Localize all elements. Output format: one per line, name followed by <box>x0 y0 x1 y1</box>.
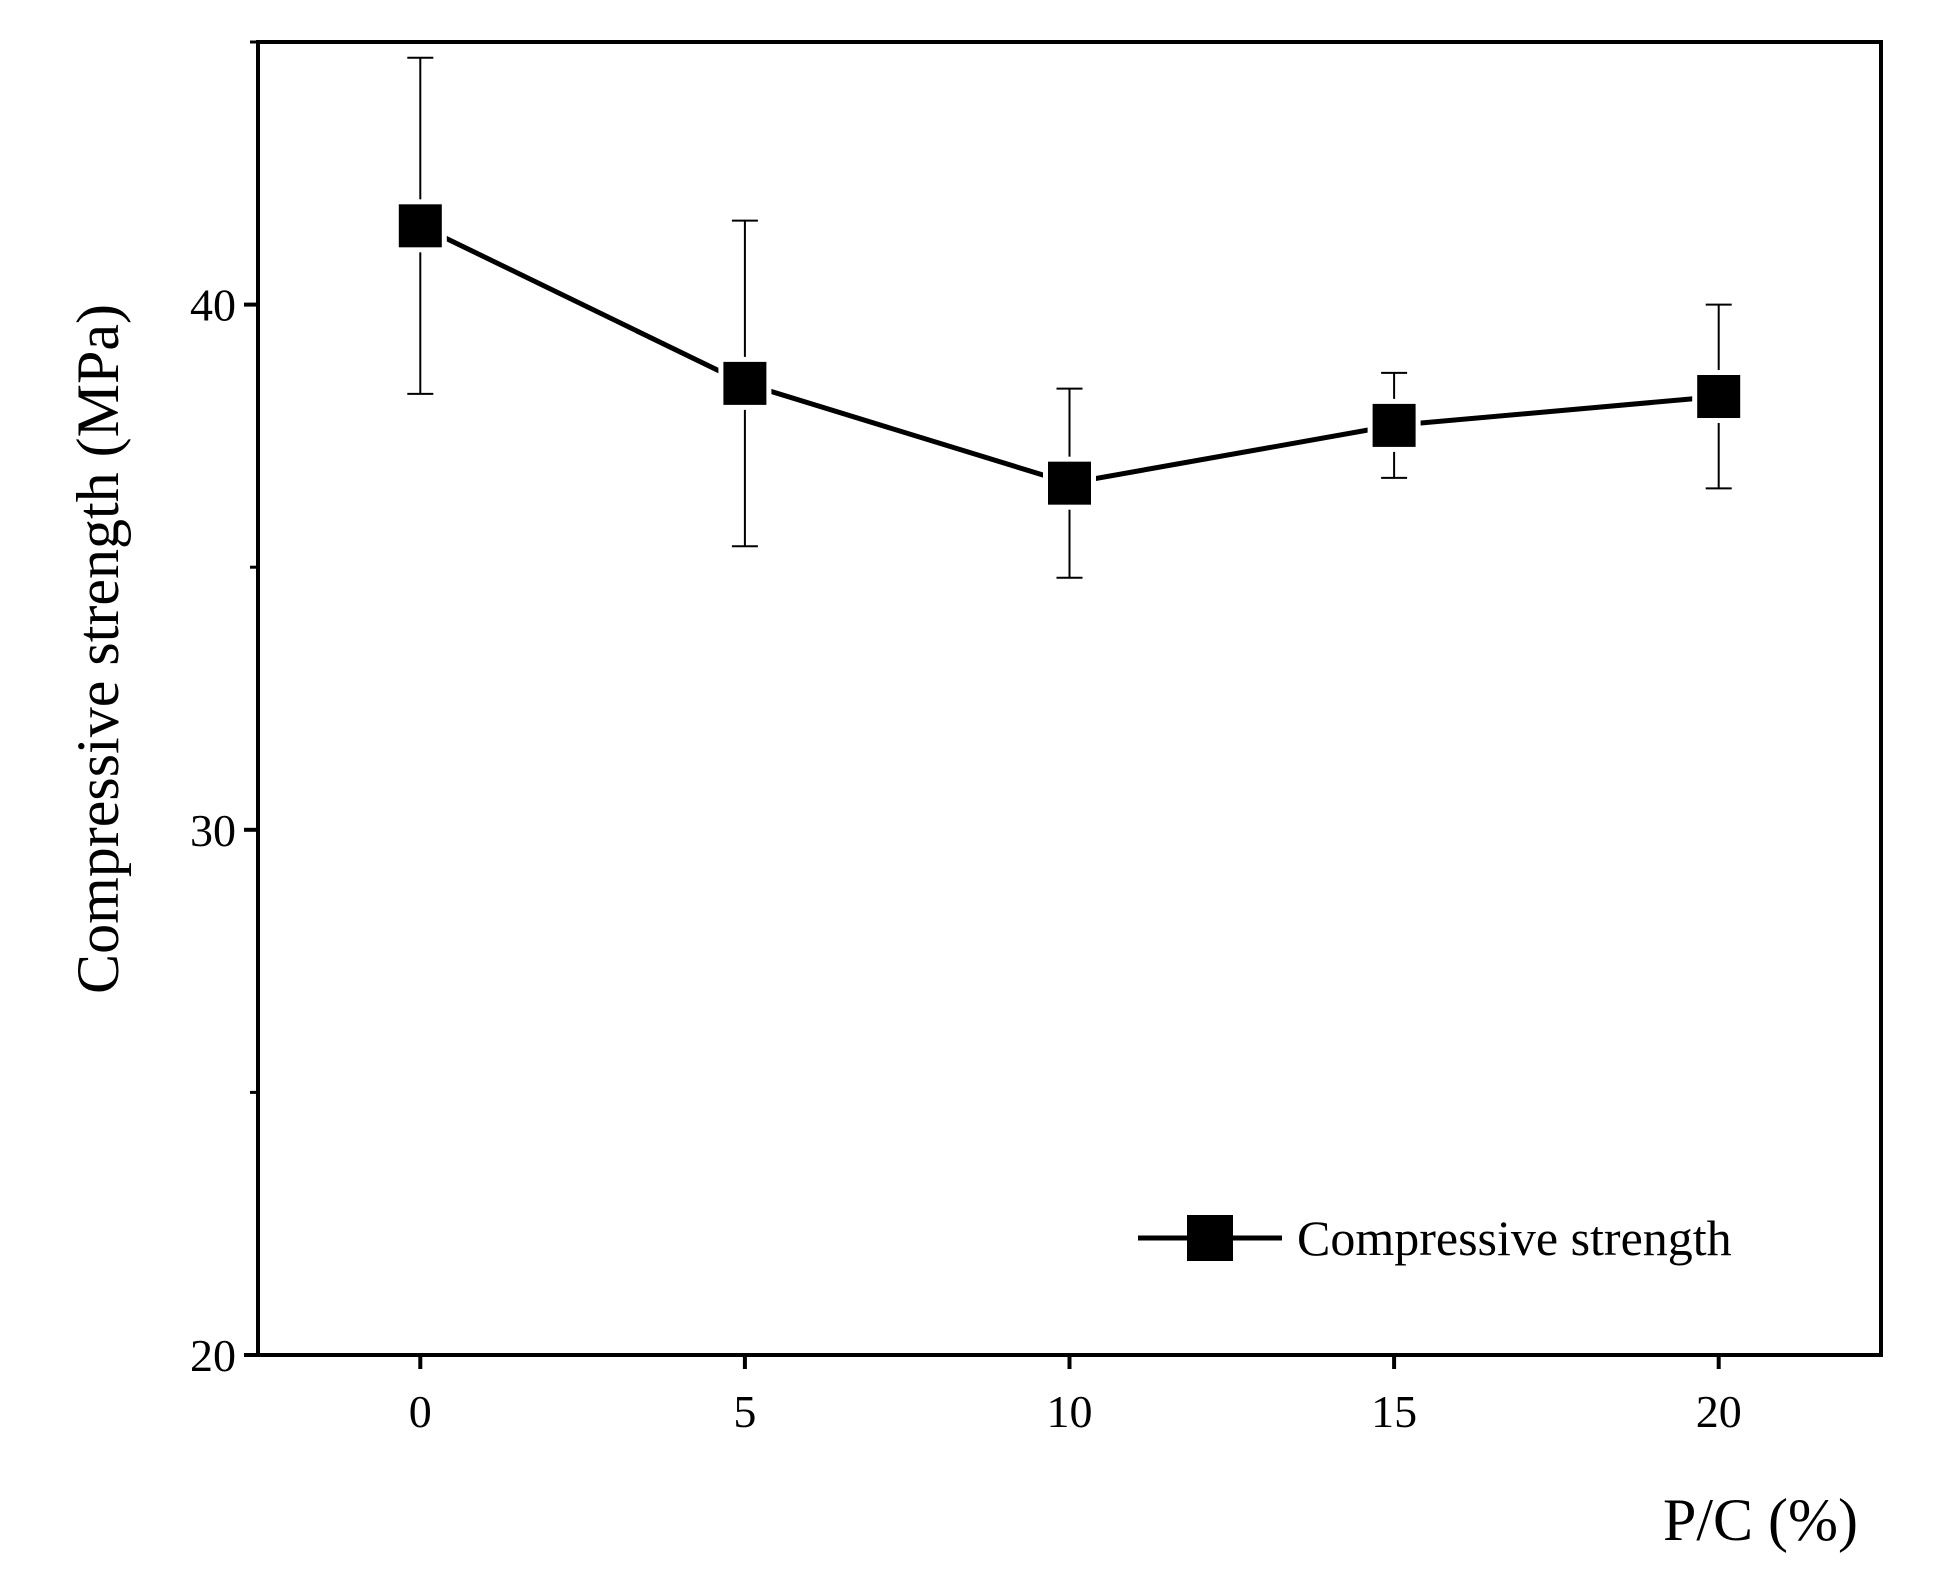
y-tick-label: 30 <box>190 805 236 856</box>
data-point <box>718 356 772 410</box>
data-point <box>1043 456 1096 510</box>
legend-marker <box>1187 1215 1233 1261</box>
markers <box>393 199 1746 510</box>
x-tick-label: 15 <box>1371 1386 1417 1437</box>
legend: Compressive strength <box>1138 1210 1732 1266</box>
legend-label: Compressive strength <box>1297 1210 1732 1266</box>
x-axis: 0 5 10 15 20 <box>409 1355 1742 1437</box>
plot-frame <box>256 40 1883 1357</box>
x-tick-label: 10 <box>1047 1386 1093 1437</box>
x-tick-label: 20 <box>1696 1386 1742 1437</box>
series-segment <box>744 380 1071 486</box>
series-line <box>419 223 1719 486</box>
x-tick-label: 5 <box>733 1386 756 1437</box>
series-segment <box>1069 422 1395 486</box>
series-segment <box>1393 394 1719 428</box>
data-point <box>1692 370 1746 424</box>
y-axis-title: Compressive strength (MPa) <box>65 304 131 994</box>
y-tick-label: 20 <box>190 1330 236 1381</box>
x-tick-label: 0 <box>409 1386 432 1437</box>
x-axis-title: P/C (%) <box>1663 1487 1858 1553</box>
y-tick-label: 40 <box>190 280 236 331</box>
data-point <box>393 199 447 253</box>
data-point <box>1367 398 1421 452</box>
series-segment <box>419 223 746 386</box>
y-axis: 20 30 40 <box>190 40 258 1381</box>
